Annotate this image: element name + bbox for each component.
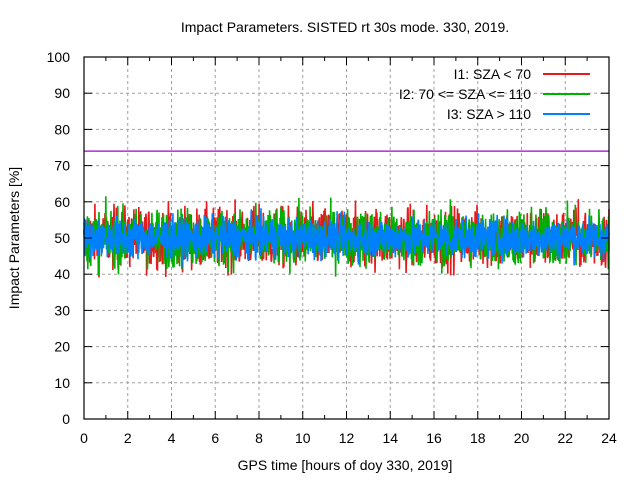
legend-label: I3: SZA > 110 bbox=[447, 106, 531, 122]
x-tick-label: 24 bbox=[601, 430, 617, 446]
x-tick-label: 12 bbox=[339, 430, 355, 446]
x-tick-label: 6 bbox=[211, 430, 219, 446]
y-tick-label: 0 bbox=[62, 411, 70, 427]
chart-title: Impact Parameters. SISTED rt 30s mode. 3… bbox=[181, 19, 509, 35]
x-tick-label: 16 bbox=[426, 430, 442, 446]
x-tick-label: 4 bbox=[168, 430, 176, 446]
y-tick-label: 10 bbox=[54, 375, 70, 391]
x-tick-label: 22 bbox=[557, 430, 573, 446]
x-tick-label: 18 bbox=[470, 430, 486, 446]
y-tick-label: 70 bbox=[54, 158, 70, 174]
y-tick-label: 100 bbox=[47, 49, 71, 65]
y-tick-label: 50 bbox=[54, 230, 70, 246]
y-tick-label: 40 bbox=[54, 266, 70, 282]
y-tick-label: 30 bbox=[54, 302, 70, 318]
x-tick-label: 20 bbox=[514, 430, 530, 446]
series-line-3 bbox=[83, 208, 610, 269]
legend-label: I2: 70 <= SZA <= 110 bbox=[399, 86, 531, 102]
y-tick-label: 60 bbox=[54, 194, 70, 210]
legend: I1: SZA < 70 I2: 70 <= SZA <= 110 I3: SZA … bbox=[399, 66, 590, 122]
x-tick-label: 10 bbox=[295, 430, 311, 446]
x-axis-label: GPS time [hours of doy 330, 2019] bbox=[238, 457, 453, 473]
x-tick-label: 14 bbox=[382, 430, 398, 446]
y-axis-label: Impact Parameters [%] bbox=[6, 167, 22, 309]
x-tick-label: 0 bbox=[80, 430, 88, 446]
legend-label: I1: SZA < 70 bbox=[454, 66, 532, 82]
x-tick-label: 8 bbox=[255, 430, 263, 446]
plot-border bbox=[83, 56, 610, 420]
y-tick-label: 80 bbox=[54, 121, 70, 137]
y-tick-label: 20 bbox=[54, 339, 70, 355]
plot-area bbox=[83, 150, 610, 278]
y-tick-label: 90 bbox=[54, 85, 70, 101]
x-tick-label: 2 bbox=[124, 430, 132, 446]
